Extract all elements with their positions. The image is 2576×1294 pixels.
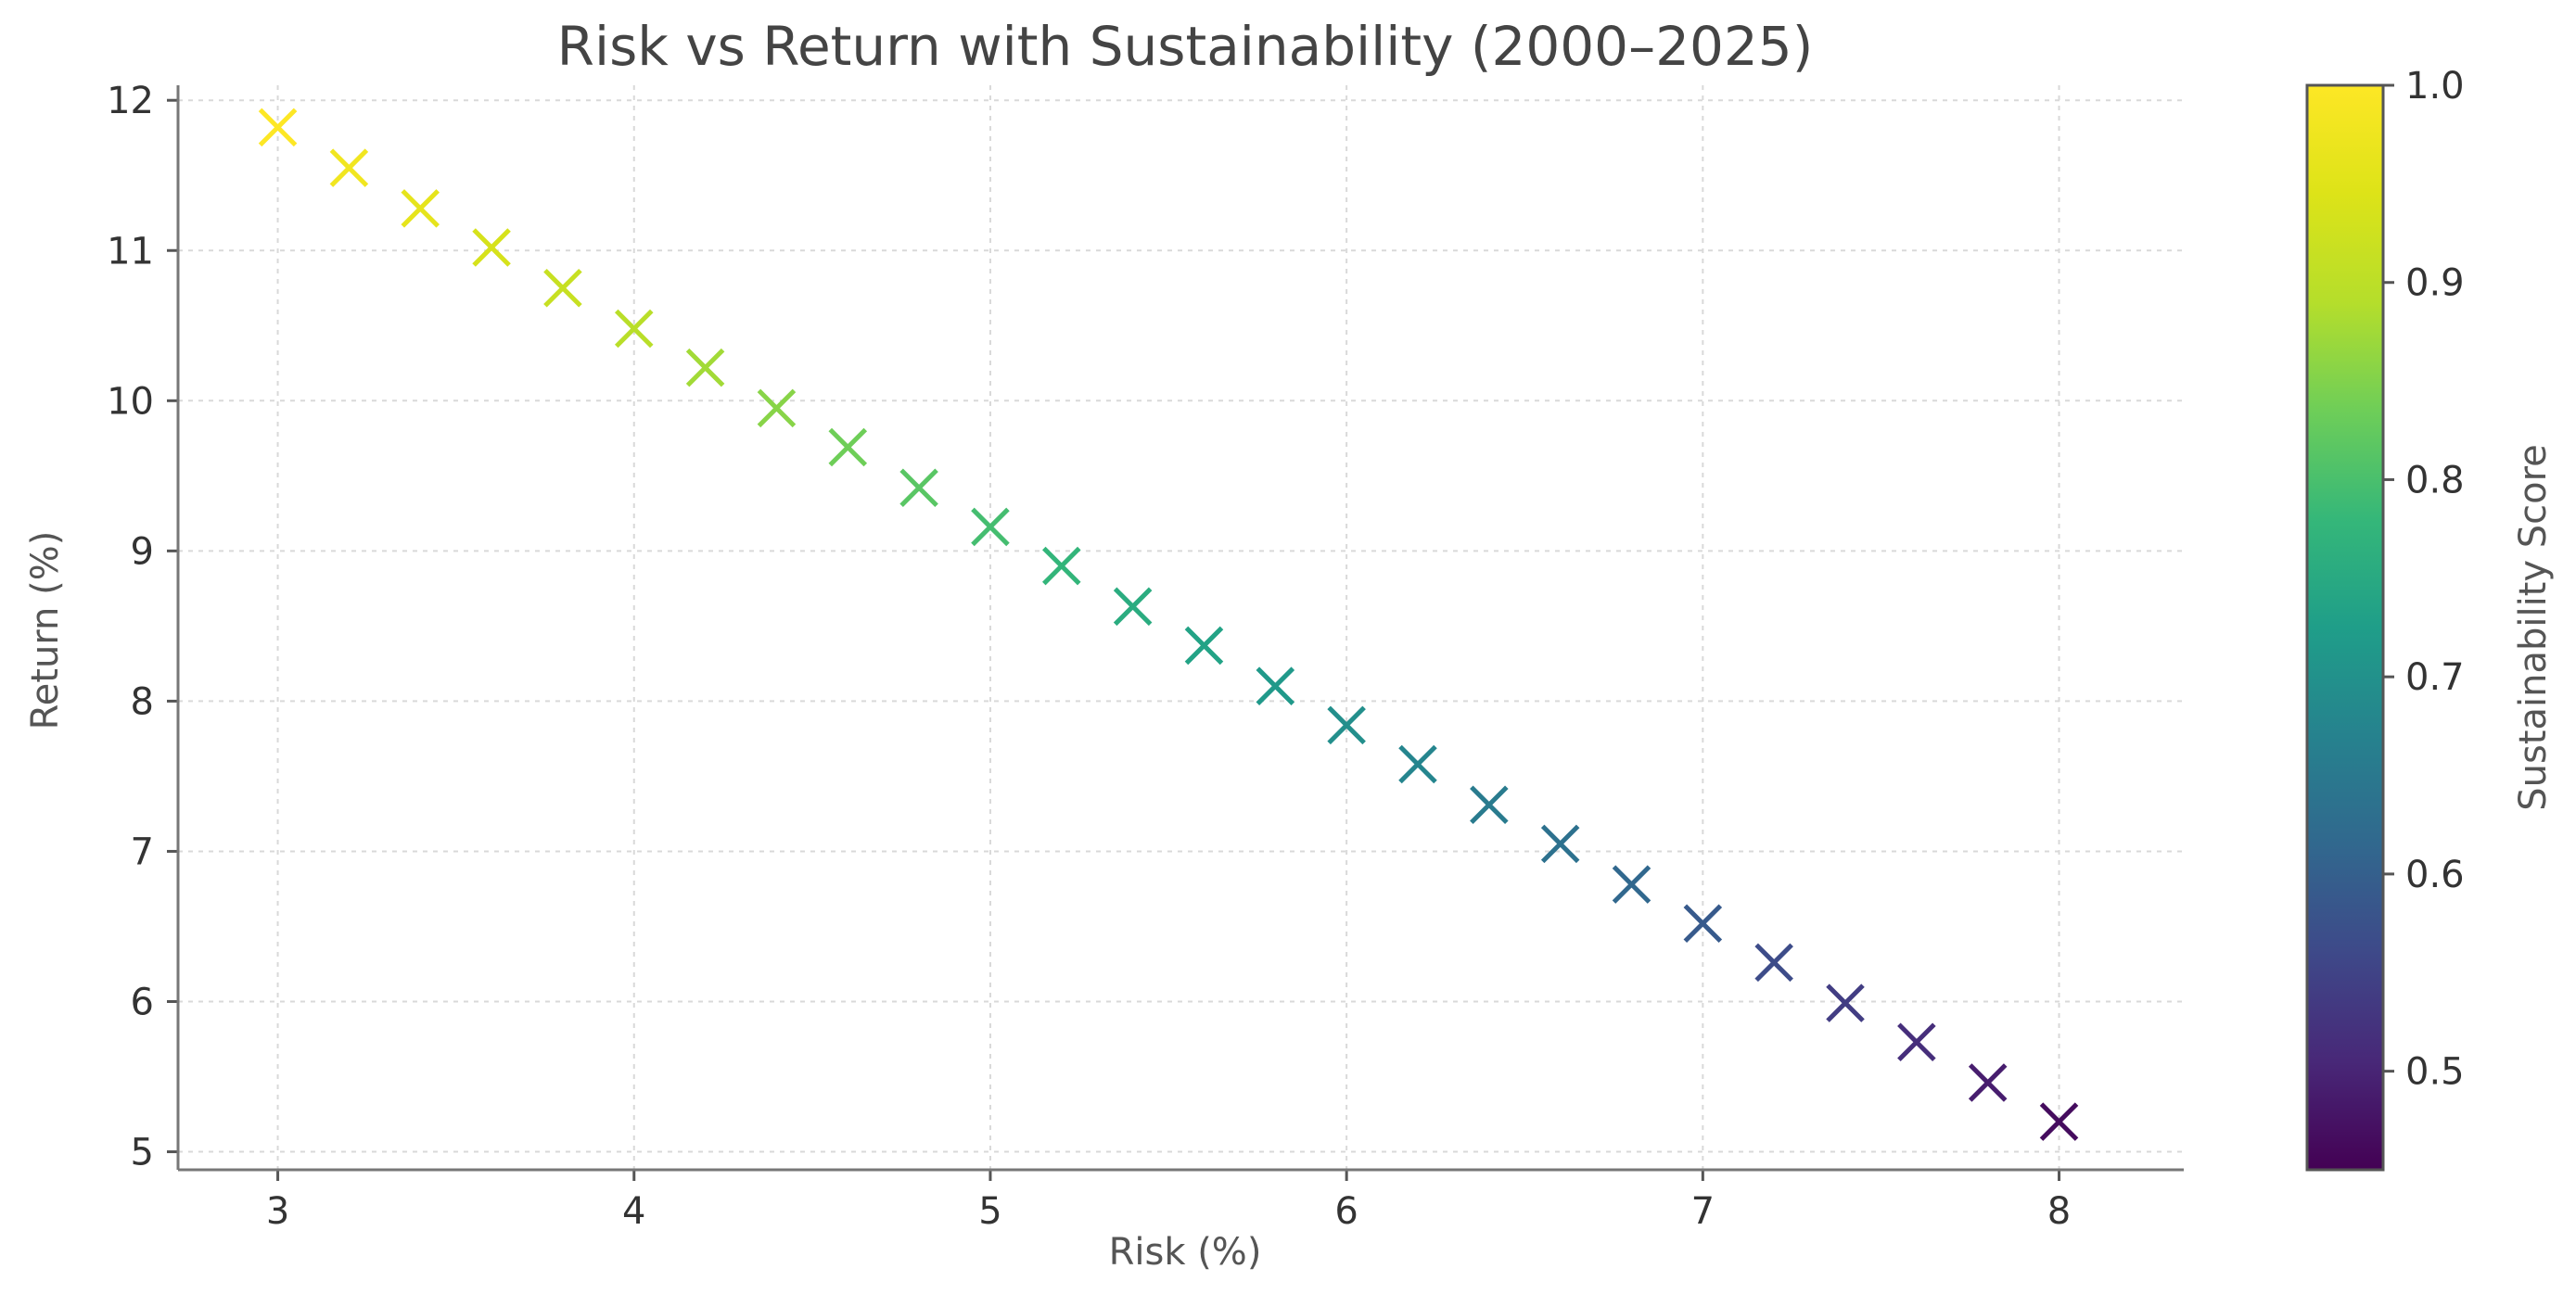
colorbar-tick-label: 0.8 <box>2405 459 2465 501</box>
data-point <box>685 348 725 387</box>
colorbar <box>2305 83 2385 1172</box>
colorbar-label: Sustainability Score <box>2512 444 2555 811</box>
y-tick-label: 8 <box>131 680 154 723</box>
grid <box>178 85 2184 1170</box>
data-point <box>971 507 1010 547</box>
y-tick-label: 11 <box>107 230 154 273</box>
data-point <box>1113 587 1153 627</box>
data-point <box>329 148 369 187</box>
data-point <box>1540 824 1580 864</box>
data-point <box>1683 904 1723 944</box>
data-point <box>401 189 440 228</box>
data-point <box>543 268 582 308</box>
x-tick-label: 8 <box>2047 1190 2071 1233</box>
colorbar-tick-label: 0.9 <box>2405 262 2465 305</box>
colorbar-tick-label: 0.5 <box>2405 1051 2465 1094</box>
y-tick-label: 10 <box>107 380 154 423</box>
data-point <box>1968 1063 2008 1102</box>
data-point <box>757 388 797 428</box>
data-point <box>258 108 298 147</box>
data-point <box>1612 865 1651 904</box>
colorbar-ticks: 0.5 0.6 0.7 0.8 0.9 1.0 <box>2383 65 2465 1094</box>
data-point <box>1826 983 1865 1022</box>
data-point <box>614 309 654 349</box>
y-tick-label: 5 <box>131 1132 154 1174</box>
x-tick-label: 6 <box>1334 1190 1358 1233</box>
y-tick-label: 7 <box>131 831 154 873</box>
x-tick-label: 3 <box>266 1190 289 1233</box>
x-axis-label: Risk (%) <box>1109 1231 1262 1274</box>
data-point <box>1897 1022 1936 1062</box>
data-point <box>1470 785 1509 824</box>
axes: 3 4 5 6 7 8 5 6 7 8 9 10 11 12 <box>107 80 2184 1233</box>
chart-title: Risk vs Return with Sustainability (2000… <box>557 15 1814 78</box>
data-point <box>2039 1102 2079 1141</box>
y-tick-label: 9 <box>131 530 154 573</box>
data-point <box>899 468 938 508</box>
data-point <box>472 228 511 267</box>
data-point <box>1327 705 1366 745</box>
x-tick-label: 7 <box>1691 1190 1715 1233</box>
y-tick-label: 6 <box>131 982 154 1024</box>
data-point <box>1754 943 1793 983</box>
colorbar-tick-label: 0.7 <box>2405 656 2465 699</box>
data-point <box>828 427 868 467</box>
colorbar-tick-label: 0.6 <box>2405 854 2465 896</box>
data-point <box>1398 744 1437 784</box>
data-point <box>1184 626 1224 666</box>
data-points <box>258 108 2079 1141</box>
y-tick-label: 12 <box>107 80 154 122</box>
data-point <box>1256 666 1295 705</box>
colorbar-tick-label: 1.0 <box>2405 65 2465 108</box>
y-axis-label: Return (%) <box>24 531 67 730</box>
x-tick-label: 5 <box>978 1190 1001 1233</box>
x-tick-label: 4 <box>622 1190 645 1233</box>
data-point <box>1042 546 1081 586</box>
